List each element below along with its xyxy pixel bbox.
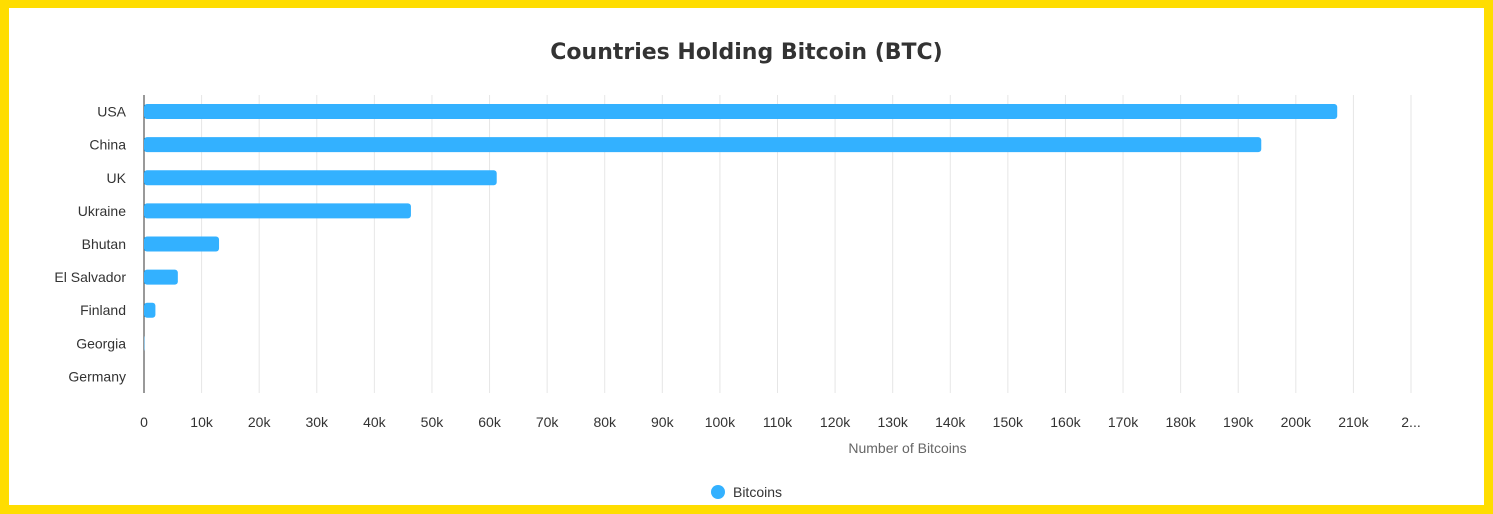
legend-label: Bitcoins	[732, 484, 783, 500]
x-tick-label: 50k	[421, 414, 445, 430]
bar[interactable]	[144, 302, 156, 318]
bar[interactable]	[144, 269, 178, 285]
y-category-label: USA	[97, 104, 126, 120]
y-category-label: Finland	[80, 302, 126, 318]
x-tick-label: 110k	[763, 414, 793, 430]
x-tick-label: 40k	[363, 414, 387, 430]
x-tick-label: 130k	[878, 414, 909, 430]
x-tick-label: 30k	[305, 414, 329, 430]
chart-title: Countries Holding Bitcoin (BTC)	[550, 40, 943, 65]
x-tick-label: 200k	[1281, 414, 1312, 430]
x-tick-label: 2...	[1401, 414, 1420, 430]
y-category-label: El Salvador	[54, 269, 126, 285]
bar-chart: 0 10k 20k 30k 40k 50k 60k 70k 80k 90k 100k 110k 120k…	[54, 95, 1421, 456]
x-tick-label: 190k	[1223, 414, 1254, 430]
bar[interactable]	[144, 170, 497, 186]
bar[interactable]	[144, 236, 220, 252]
y-category-label: Georgia	[76, 335, 126, 351]
x-tick-label: 80k	[593, 414, 617, 430]
x-tick-label: 100k	[705, 414, 736, 430]
y-category-label: UK	[107, 170, 127, 186]
bar[interactable]	[144, 203, 411, 219]
chart-card: Countries Holding Bitcoin (BTC) 0 10k 20k 3…	[9, 8, 1484, 505]
legend-swatch	[710, 485, 725, 499]
bar[interactable]	[144, 137, 1262, 153]
chart-legend[interactable]: Bitcoins	[9, 484, 1484, 500]
x-tick-label: 70k	[536, 414, 560, 430]
x-tick-label: 90k	[651, 414, 675, 430]
x-tick-label: 210k	[1338, 414, 1369, 430]
x-axis-title: Number of Bitcoins	[848, 440, 966, 456]
x-tick-label: 20k	[248, 414, 272, 430]
x-tick-label: 170k	[1108, 414, 1139, 430]
y-category-label: Bhutan	[82, 236, 126, 252]
x-tick-label: 120k	[820, 414, 851, 430]
x-tick-label: 0	[140, 414, 148, 430]
x-tick-label: 180k	[1165, 414, 1196, 430]
y-category-label: Ukraine	[78, 203, 126, 219]
x-tick-label: 60k	[478, 414, 502, 430]
y-category-label: China	[89, 137, 126, 153]
x-tick-label: 140k	[935, 414, 966, 430]
bar[interactable]	[144, 104, 1338, 120]
x-tick-label: 150k	[993, 414, 1024, 430]
x-tick-label: 160k	[1050, 414, 1081, 430]
y-category-label: Germany	[68, 368, 126, 384]
x-tick-label: 10k	[190, 414, 214, 430]
